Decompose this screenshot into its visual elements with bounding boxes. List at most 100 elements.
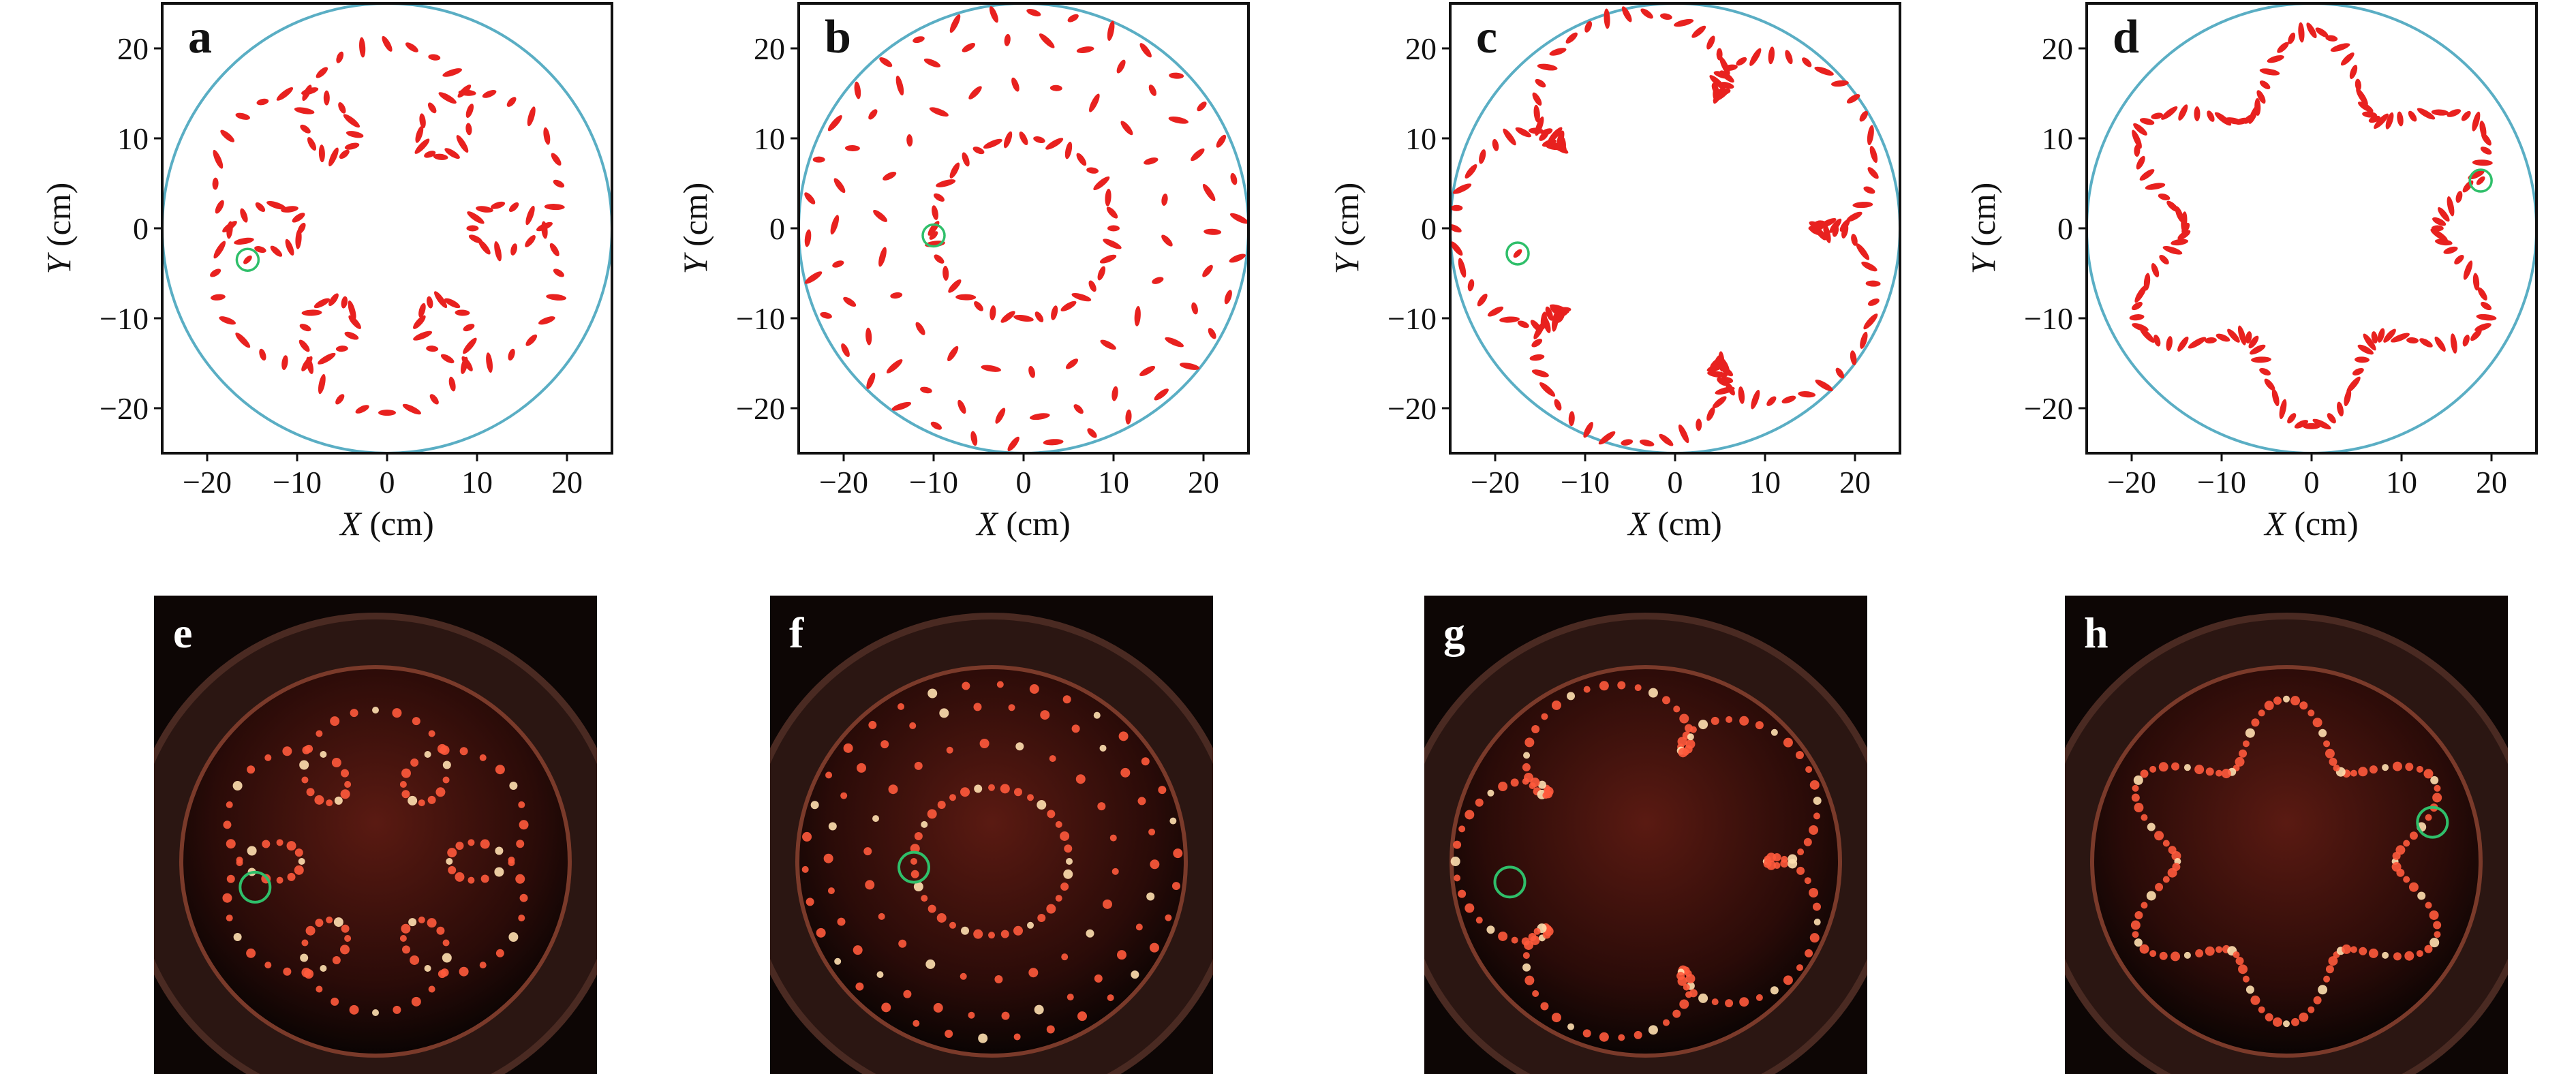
particle <box>2447 196 2455 217</box>
particle <box>2145 183 2166 190</box>
photo-particle <box>863 847 872 856</box>
photo-particle <box>341 924 350 933</box>
particle <box>1829 218 1842 233</box>
photo-particle <box>2392 761 2402 771</box>
y-tick-label: 10 <box>754 121 785 156</box>
y-tick-label: 0 <box>2057 211 2073 246</box>
photo-particle <box>2342 944 2352 954</box>
photo-particle <box>1013 925 1023 936</box>
photo-particle <box>1000 784 1010 794</box>
trap-disk <box>2090 665 2483 1058</box>
particle <box>508 348 515 361</box>
particle <box>1450 204 1463 211</box>
photo-particle <box>802 831 812 842</box>
photo-particle <box>340 945 350 955</box>
photo-g: g <box>1424 596 1867 1074</box>
particle <box>318 352 336 365</box>
photo-particle <box>2140 769 2149 778</box>
particle <box>2374 113 2389 129</box>
photo-g-render <box>1424 596 1867 1074</box>
particle <box>1823 223 1831 243</box>
particle <box>344 142 360 150</box>
y-axis-label: Y (cm) <box>1964 183 2002 275</box>
photo-particle <box>442 939 450 947</box>
particle <box>2325 35 2338 42</box>
y-tick-label: −10 <box>736 301 785 336</box>
photo-particle <box>878 912 885 920</box>
photo-particle <box>1679 714 1689 724</box>
particle <box>1738 386 1745 404</box>
particle <box>1716 48 1723 61</box>
particle <box>2214 112 2232 126</box>
photo-particle <box>1788 859 1798 869</box>
photo-particle <box>825 771 833 779</box>
particle <box>1120 121 1133 136</box>
particle <box>298 339 310 352</box>
particle <box>983 138 1002 149</box>
photo-particle <box>1677 976 1687 986</box>
photo-particle <box>2313 996 2322 1004</box>
photo-particle <box>2149 950 2157 957</box>
photo-particle <box>264 754 272 761</box>
particle <box>2470 329 2482 341</box>
photo-particle <box>1066 858 1073 865</box>
photo-particle <box>979 739 990 749</box>
particle <box>2151 263 2160 277</box>
particle <box>930 421 942 430</box>
particle <box>1751 390 1760 410</box>
photo-particle <box>1146 892 1155 901</box>
particle <box>2461 110 2471 121</box>
particle <box>414 138 430 154</box>
highlight-ring <box>2468 168 2493 193</box>
particle <box>456 135 469 153</box>
y-tick-label: −20 <box>99 391 149 426</box>
particle <box>844 144 860 152</box>
particle <box>527 106 536 127</box>
particle <box>1863 313 1878 330</box>
particle <box>1707 371 1728 378</box>
photo-particle <box>1498 931 1508 941</box>
x-axis-label: X (cm) <box>2263 504 2358 542</box>
photo-particle <box>876 971 884 979</box>
photo-particle <box>2329 757 2337 766</box>
particle <box>1029 413 1050 420</box>
particle <box>2419 338 2433 348</box>
photo-particle <box>480 874 489 883</box>
particle <box>448 376 456 392</box>
photo-particle <box>2242 740 2250 748</box>
photo-particle <box>962 681 970 690</box>
panel-label: d <box>2113 11 2139 63</box>
particle <box>300 124 311 134</box>
photo-particle <box>333 917 343 927</box>
photo-particle <box>2359 947 2367 955</box>
particles <box>2129 22 2497 430</box>
photo-particle <box>294 865 304 875</box>
particle <box>1696 418 1702 431</box>
particle <box>463 337 477 354</box>
photo-e-render <box>154 596 597 1074</box>
particle <box>426 346 439 352</box>
photo-particle <box>1165 914 1172 921</box>
photo-particle <box>2433 921 2442 930</box>
photo-particle <box>437 743 447 754</box>
photo-particle <box>1541 713 1548 720</box>
photo-particle <box>1077 1011 1087 1022</box>
particle <box>348 315 361 329</box>
particle <box>461 356 473 371</box>
photo-particle <box>2434 931 2441 938</box>
particle <box>1549 48 1567 56</box>
photo-particle <box>1540 1002 1549 1011</box>
particle <box>1139 365 1156 376</box>
particle <box>1191 148 1205 162</box>
photo-particle <box>2382 951 2389 959</box>
particle <box>1086 167 1099 174</box>
particle <box>294 107 315 114</box>
particle <box>1718 88 1731 95</box>
particle <box>949 14 961 33</box>
photo-particle <box>834 957 842 965</box>
particle <box>1028 366 1035 378</box>
particle <box>1565 32 1578 44</box>
photo-particle <box>827 887 835 895</box>
photo-particle <box>1008 704 1015 711</box>
y-tick-label: 20 <box>1405 31 1437 66</box>
